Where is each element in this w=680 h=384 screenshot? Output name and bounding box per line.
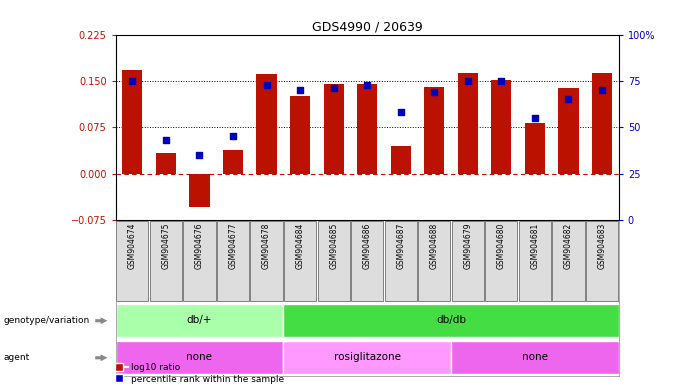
Bar: [324, 84, 343, 174]
Text: GSM904674: GSM904674: [128, 222, 137, 269]
Text: GSM904678: GSM904678: [262, 222, 271, 269]
Text: agent: agent: [3, 353, 30, 362]
Point: [261, 81, 272, 88]
Text: GSM904677: GSM904677: [228, 222, 237, 269]
Title: GDS4990 / 20639: GDS4990 / 20639: [312, 20, 422, 33]
Point: [429, 89, 440, 95]
Legend: log10 ratio, percentile rank within the sample: log10 ratio, percentile rank within the …: [107, 359, 288, 384]
Bar: [223, 150, 243, 174]
FancyBboxPatch shape: [452, 222, 484, 301]
Bar: [558, 88, 579, 174]
Point: [496, 78, 507, 84]
FancyBboxPatch shape: [250, 222, 283, 301]
Bar: [122, 70, 142, 174]
Bar: [156, 153, 176, 174]
FancyBboxPatch shape: [116, 222, 148, 301]
Text: GSM904679: GSM904679: [463, 222, 473, 269]
FancyBboxPatch shape: [284, 222, 316, 301]
Point: [530, 115, 541, 121]
FancyBboxPatch shape: [586, 222, 618, 301]
FancyBboxPatch shape: [217, 222, 249, 301]
Text: GSM904685: GSM904685: [329, 222, 338, 269]
FancyBboxPatch shape: [318, 222, 350, 301]
FancyBboxPatch shape: [351, 222, 384, 301]
Point: [563, 96, 574, 103]
Bar: [290, 96, 310, 174]
Text: db/+: db/+: [187, 315, 212, 325]
Text: GSM904680: GSM904680: [497, 222, 506, 269]
FancyBboxPatch shape: [385, 222, 417, 301]
Text: GSM904688: GSM904688: [430, 222, 439, 268]
Point: [596, 87, 607, 93]
Bar: [190, 174, 209, 207]
Text: db/db: db/db: [436, 315, 466, 325]
FancyBboxPatch shape: [150, 222, 182, 301]
Text: GSM904687: GSM904687: [396, 222, 405, 269]
Bar: [424, 87, 444, 174]
FancyBboxPatch shape: [519, 222, 551, 301]
Text: GSM904682: GSM904682: [564, 222, 573, 268]
FancyBboxPatch shape: [418, 222, 450, 301]
Point: [294, 87, 305, 93]
Bar: [592, 73, 612, 174]
Text: GSM904676: GSM904676: [195, 222, 204, 269]
FancyBboxPatch shape: [552, 222, 585, 301]
FancyBboxPatch shape: [116, 341, 284, 374]
Point: [328, 85, 339, 91]
Bar: [391, 146, 411, 174]
Point: [462, 78, 473, 84]
Text: GSM904686: GSM904686: [362, 222, 372, 269]
Text: rosiglitazone: rosiglitazone: [334, 352, 401, 362]
Bar: [525, 123, 545, 174]
FancyBboxPatch shape: [284, 304, 619, 338]
Text: GSM904683: GSM904683: [598, 222, 607, 269]
Text: genotype/variation: genotype/variation: [3, 316, 90, 325]
FancyBboxPatch shape: [116, 304, 284, 338]
Text: none: none: [186, 352, 212, 362]
Point: [395, 109, 406, 116]
Text: GSM904684: GSM904684: [296, 222, 305, 269]
Point: [362, 81, 373, 88]
FancyBboxPatch shape: [184, 222, 216, 301]
Text: GSM904675: GSM904675: [161, 222, 171, 269]
FancyBboxPatch shape: [486, 222, 517, 301]
Point: [160, 137, 171, 143]
Text: none: none: [522, 352, 548, 362]
Point: [228, 133, 239, 139]
Bar: [492, 79, 511, 174]
Point: [127, 78, 138, 84]
FancyBboxPatch shape: [451, 341, 619, 374]
Text: GSM904681: GSM904681: [530, 222, 539, 268]
Bar: [458, 73, 478, 174]
Bar: [357, 84, 377, 174]
Bar: [256, 74, 277, 174]
FancyBboxPatch shape: [284, 341, 451, 374]
Point: [194, 152, 205, 158]
